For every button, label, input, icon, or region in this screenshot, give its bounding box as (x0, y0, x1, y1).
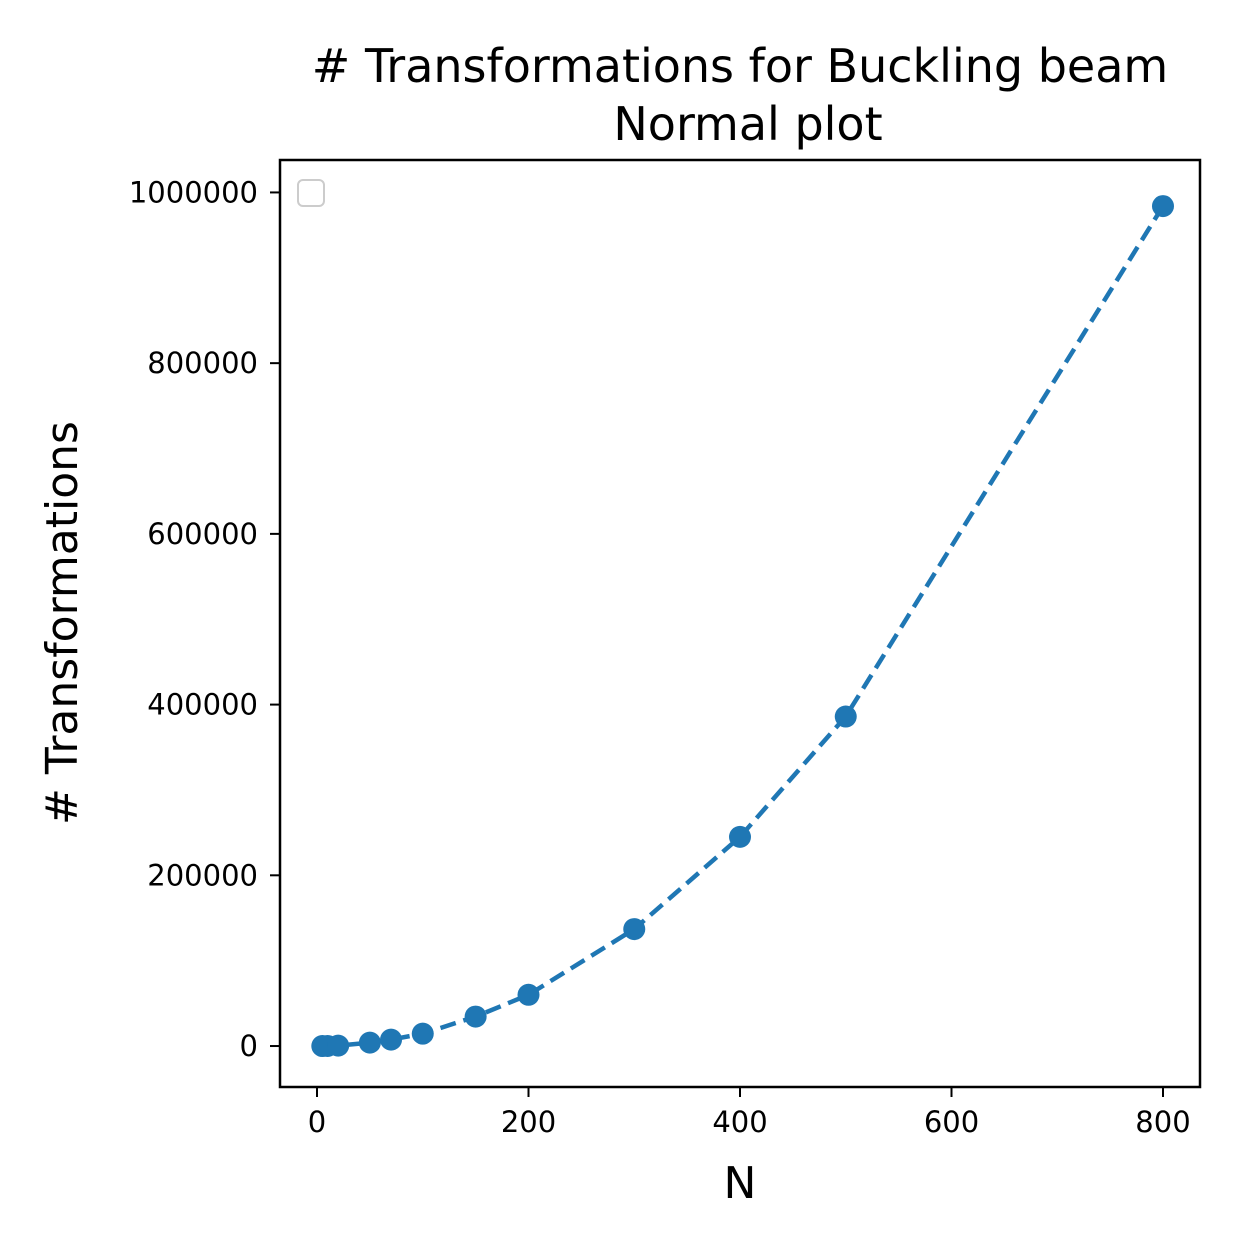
y-tick-label: 800000 (147, 346, 258, 380)
y-tick-label: 600000 (147, 517, 258, 551)
plot-frame (278, 158, 1202, 1089)
data-point (358, 1031, 381, 1054)
data-point (834, 705, 857, 728)
y-tick-label: 1000000 (129, 175, 258, 209)
data-point (327, 1034, 350, 1057)
data-point (517, 983, 540, 1006)
data-point (411, 1022, 434, 1045)
x-tick-label: 600 (924, 1105, 979, 1139)
x-axis-ticks: 0 200 400 600 800 (308, 1087, 1191, 1139)
y-axis-label: # Transformations (37, 421, 88, 825)
y-tick-label: 0 (240, 1029, 258, 1063)
data-point (623, 918, 646, 941)
x-tick-label: 0 (308, 1105, 326, 1139)
chart-title: # Transformations for Buckling beam (312, 39, 1168, 93)
data-point (380, 1028, 403, 1051)
data-point (729, 825, 751, 848)
y-tick-label: 400000 (147, 688, 258, 722)
x-tick-label: 400 (712, 1105, 767, 1139)
x-tick-label: 800 (1135, 1105, 1190, 1139)
y-axis-ticks: 0 200000 400000 600000 800000 1000000 (129, 175, 280, 1063)
legend-box (297, 179, 325, 207)
data-point (1151, 195, 1174, 218)
x-axis-label: N (724, 1158, 757, 1209)
data-point (464, 1005, 487, 1028)
y-tick-label: 200000 (147, 858, 258, 892)
series-points (311, 195, 1174, 1058)
x-tick-label: 200 (501, 1105, 556, 1139)
chart-subtitle: Normal plot (613, 97, 882, 151)
plot-area (311, 195, 1174, 1058)
